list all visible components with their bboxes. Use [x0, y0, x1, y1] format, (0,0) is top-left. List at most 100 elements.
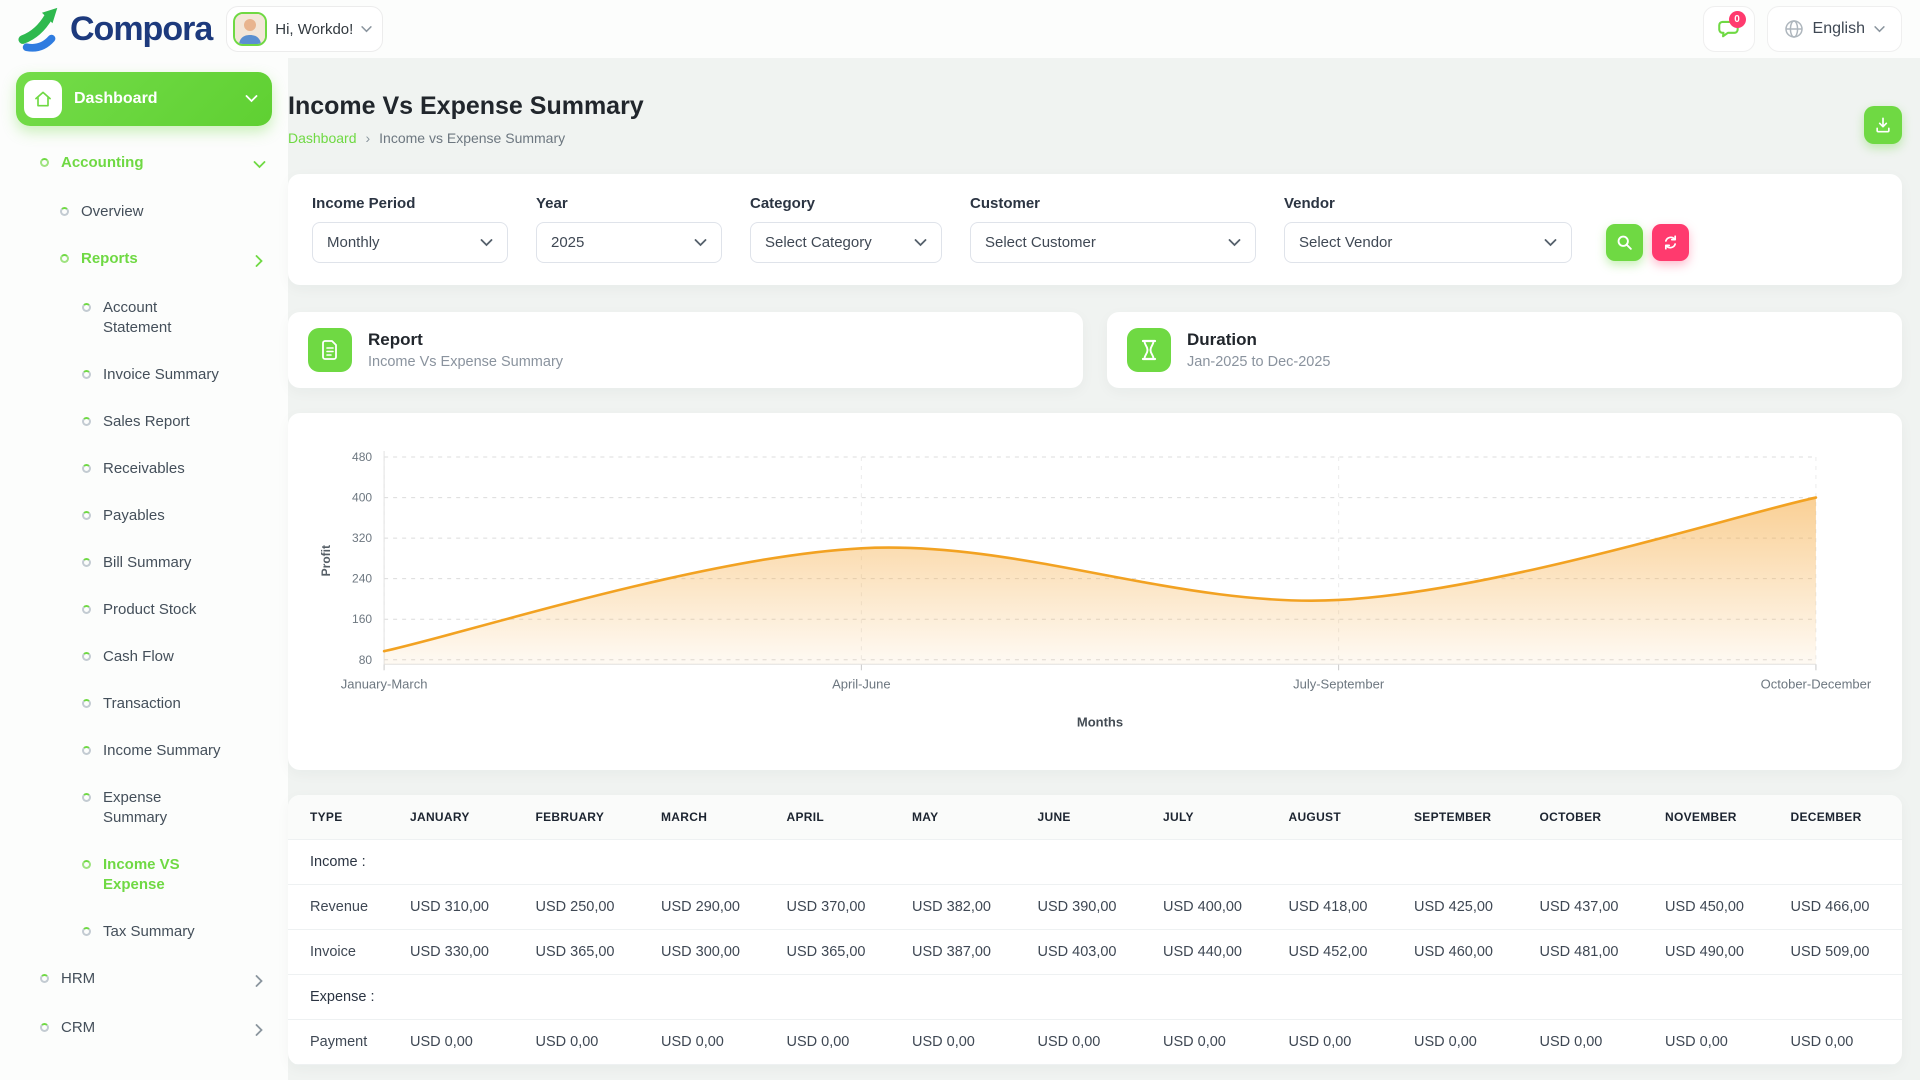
- chevron-right-icon: [253, 1020, 266, 1040]
- column-header: JULY: [1149, 795, 1275, 840]
- sidebar-item-label: Income Summary: [103, 741, 221, 761]
- category-label: Category: [750, 195, 942, 212]
- sidebar-item-label: Income VS Expense: [103, 855, 221, 895]
- income-period-select[interactable]: Monthly: [312, 222, 508, 263]
- breadcrumb-dashboard-link[interactable]: Dashboard: [288, 130, 357, 146]
- search-button[interactable]: [1606, 224, 1643, 261]
- hourglass-icon: [1127, 328, 1171, 372]
- sidebar-item-overview[interactable]: Overview: [16, 202, 272, 222]
- column-header: AUGUST: [1275, 795, 1401, 840]
- column-header: OCTOBER: [1526, 795, 1652, 840]
- bullet-icon: [82, 860, 91, 869]
- customer-value: Select Customer: [985, 234, 1096, 251]
- vendor-value: Select Vendor: [1299, 234, 1392, 251]
- table-row: PaymentUSD 0,00USD 0,00USD 0,00USD 0,00U…: [288, 1020, 1902, 1065]
- sidebar-item-label: Accounting: [61, 153, 144, 173]
- column-header: FEBRUARY: [522, 795, 648, 840]
- language-selector[interactable]: English: [1767, 6, 1902, 52]
- table-row: RevenueUSD 310,00USD 250,00USD 290,00USD…: [288, 885, 1902, 930]
- sidebar-item-bill-summary[interactable]: Bill Summary: [16, 553, 272, 573]
- bullet-icon: [82, 927, 91, 936]
- table-section-row: Expense :: [288, 975, 1902, 1020]
- bullet-icon: [82, 303, 91, 312]
- sidebar-item-label: Sales Report: [103, 412, 190, 432]
- sidebar-item-sales-report[interactable]: Sales Report: [16, 412, 272, 432]
- reset-button[interactable]: [1652, 224, 1689, 261]
- sidebar-item-receivables[interactable]: Receivables: [16, 459, 272, 479]
- bullet-icon: [82, 464, 91, 473]
- chevron-down-icon: [245, 90, 258, 108]
- sidebar-item-dashboard[interactable]: Dashboard: [16, 72, 272, 126]
- sidebar-item-product-stock[interactable]: Product Stock: [16, 600, 272, 620]
- svg-text:October-December: October-December: [1761, 676, 1872, 691]
- messages-button[interactable]: 0: [1703, 6, 1755, 52]
- sidebar: Dashboard Accounting Overview Reports Ac…: [0, 58, 288, 1080]
- sidebar-item-invoice-summary[interactable]: Invoice Summary: [16, 365, 272, 385]
- notification-badge: 0: [1729, 11, 1746, 28]
- svg-text:Months: Months: [1077, 714, 1123, 729]
- sidebar-item-label: Product Stock: [103, 600, 196, 620]
- bullet-icon: [82, 370, 91, 379]
- column-header: JUNE: [1024, 795, 1150, 840]
- app-logo[interactable]: Compora: [18, 6, 212, 52]
- sidebar-item-transaction[interactable]: Transaction: [16, 694, 272, 714]
- sidebar-item-payables[interactable]: Payables: [16, 506, 272, 526]
- chevron-down-icon: [253, 155, 266, 175]
- column-header: MAY: [898, 795, 1024, 840]
- column-header: APRIL: [773, 795, 899, 840]
- year-select[interactable]: 2025: [536, 222, 722, 263]
- sidebar-item-crm[interactable]: CRM: [16, 1018, 272, 1040]
- bullet-icon: [40, 158, 49, 167]
- search-icon: [1616, 234, 1633, 251]
- chevron-down-icon: [361, 20, 372, 38]
- bullet-icon: [82, 793, 91, 802]
- sidebar-item-label: Account Statement: [103, 298, 221, 338]
- column-header: DECEMBER: [1777, 795, 1903, 840]
- bullet-icon: [82, 699, 91, 708]
- income-period-label: Income Period: [312, 195, 508, 212]
- greeting-text: Hi, Workdo!: [275, 21, 353, 38]
- category-select[interactable]: Select Category: [750, 222, 942, 263]
- table-row: InvoiceUSD 330,00USD 365,00USD 300,00USD…: [288, 930, 1902, 975]
- vendor-select[interactable]: Select Vendor: [1284, 222, 1572, 263]
- top-header: Compora Hi, Workdo! 0 Eng: [0, 0, 1920, 58]
- sidebar-item-income-summary[interactable]: Income Summary: [16, 741, 272, 761]
- sidebar-item-accounting[interactable]: Accounting: [16, 153, 272, 175]
- customer-select[interactable]: Select Customer: [970, 222, 1256, 263]
- bullet-icon: [82, 652, 91, 661]
- page-title: Income Vs Expense Summary: [288, 92, 1902, 121]
- sidebar-item-cash-flow[interactable]: Cash Flow: [16, 647, 272, 667]
- chevron-down-icon: [1526, 234, 1557, 251]
- income-expense-table: TYPEJANUARYFEBRUARYMARCHAPRILMAYJUNEJULY…: [288, 795, 1902, 1065]
- svg-text:April-June: April-June: [832, 676, 891, 691]
- income-expense-table-card: TYPEJANUARYFEBRUARYMARCHAPRILMAYJUNEJULY…: [288, 795, 1902, 1065]
- column-header: MARCH: [647, 795, 773, 840]
- sidebar-item-account-statement[interactable]: Account Statement: [16, 298, 272, 338]
- bullet-icon: [82, 511, 91, 520]
- refresh-icon: [1662, 234, 1679, 251]
- language-label: English: [1813, 20, 1865, 38]
- year-label: Year: [536, 195, 722, 212]
- chevron-right-icon: [253, 971, 266, 991]
- chevron-down-icon: [676, 234, 707, 251]
- sidebar-item-income-vs-expense[interactable]: Income VS Expense: [16, 855, 272, 895]
- duration-card: Duration Jan-2025 to Dec-2025: [1107, 312, 1902, 388]
- profit-area-chart: 48040032024016080January-MarchApril-June…: [314, 437, 1876, 760]
- main-content: Income Vs Expense Summary Dashboard › In…: [288, 58, 1902, 1080]
- column-header: JANUARY: [396, 795, 522, 840]
- sidebar-item-tax-summary[interactable]: Tax Summary: [16, 922, 272, 942]
- chevron-down-icon: [462, 234, 493, 251]
- duration-card-title: Duration: [1187, 330, 1331, 350]
- download-button[interactable]: [1864, 106, 1902, 144]
- globe-icon: [1784, 19, 1804, 39]
- sidebar-item-expense-summary[interactable]: Expense Summary: [16, 788, 272, 828]
- sidebar-item-reports[interactable]: Reports: [16, 249, 272, 271]
- filter-panel: Income Period Monthly Year 2025 Category…: [288, 174, 1902, 285]
- sidebar-item-hrm[interactable]: HRM: [16, 969, 272, 991]
- breadcrumb-current: Income vs Expense Summary: [379, 130, 565, 146]
- sidebar-item-label: Expense Summary: [103, 788, 221, 828]
- table-section-row: Income :: [288, 840, 1902, 885]
- user-menu[interactable]: Hi, Workdo!: [226, 6, 383, 52]
- sidebar-item-label: Reports: [81, 249, 138, 269]
- duration-card-subtitle: Jan-2025 to Dec-2025: [1187, 354, 1331, 370]
